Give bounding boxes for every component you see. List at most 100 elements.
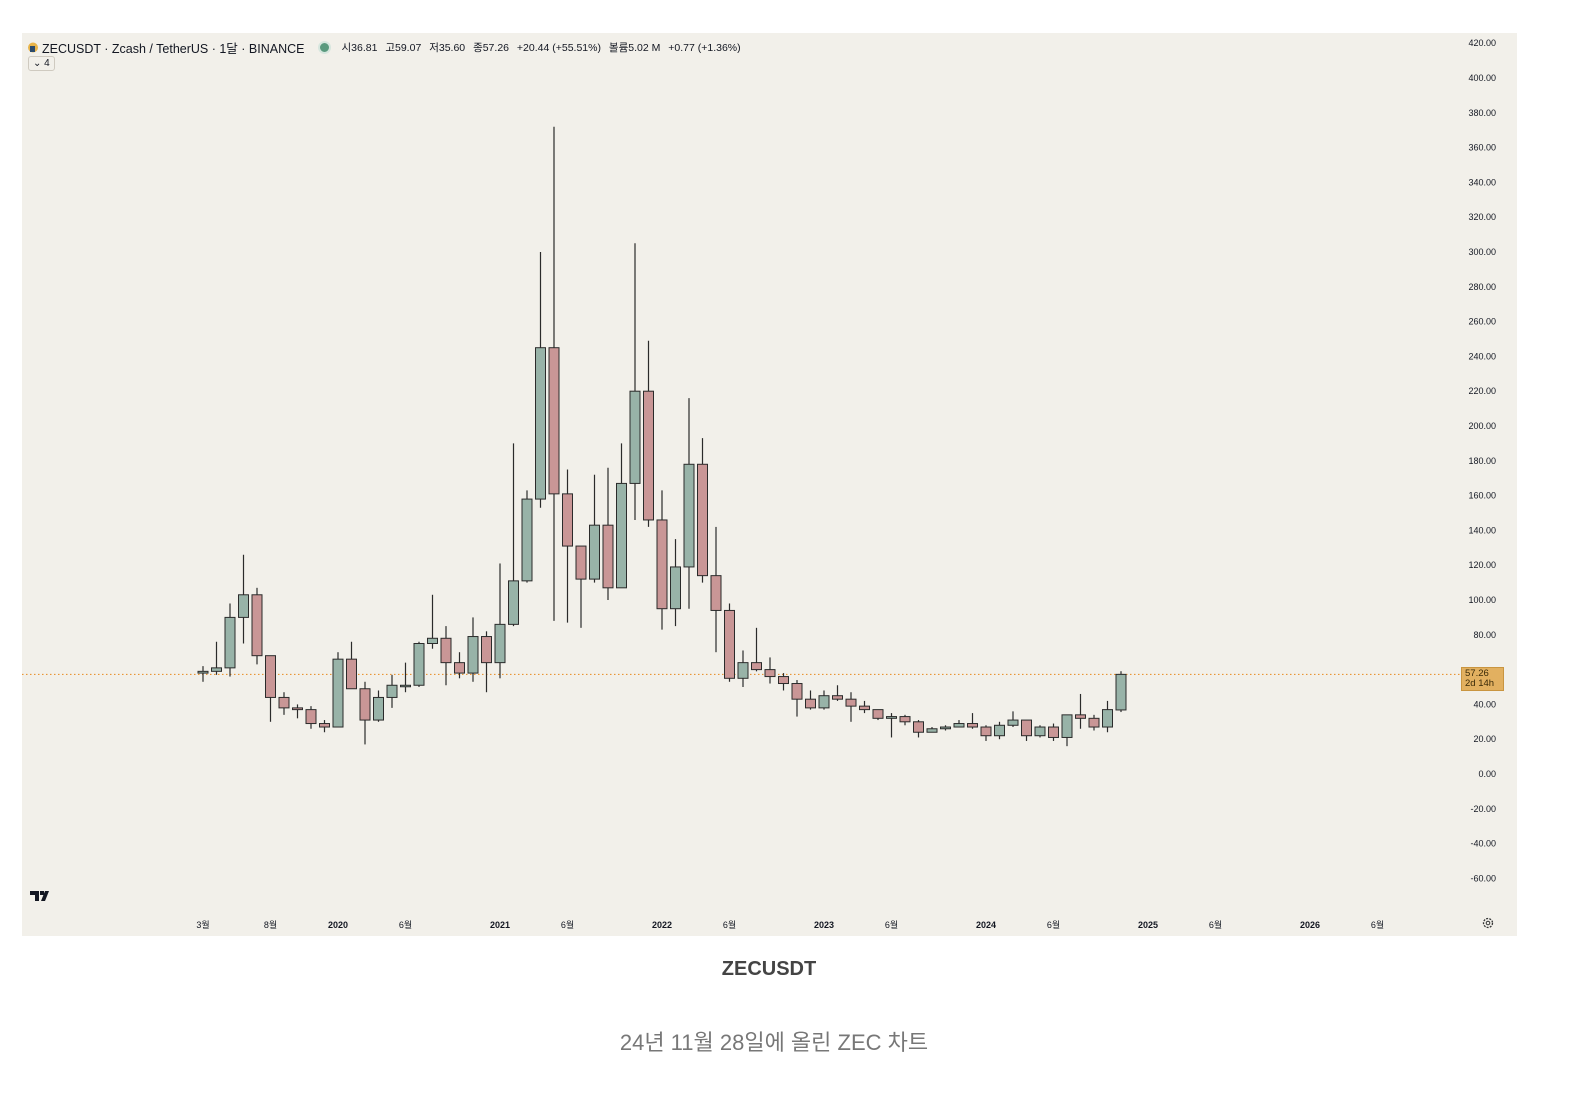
candle-up[interactable] (926, 728, 938, 733)
candle-up[interactable] (535, 347, 546, 500)
candle-down[interactable] (805, 698, 816, 709)
candle-up[interactable] (494, 623, 506, 664)
candle-down[interactable] (1048, 726, 1059, 738)
candle-down[interactable] (440, 637, 452, 664)
candle-down[interactable] (1088, 717, 1100, 728)
candle-up[interactable] (332, 658, 344, 728)
symbol-logo-icon (28, 42, 38, 53)
candle-down[interactable] (305, 709, 317, 725)
y-tick-label: -40.00 (1470, 839, 1496, 849)
settings-gear-icon[interactable] (1482, 917, 1494, 929)
candle-down[interactable] (980, 726, 992, 737)
x-tick-label: 2026 (1300, 920, 1320, 930)
volume-value: 볼륨5.02 M (608, 42, 661, 54)
tradingview-logo[interactable] (30, 889, 54, 907)
candle-up[interactable] (400, 684, 411, 688)
y-tick-label: 300.00 (1468, 247, 1496, 257)
x-tick-label: 2021 (490, 920, 510, 930)
candle-down[interactable] (778, 676, 789, 685)
candle-up[interactable] (467, 636, 479, 674)
y-tick-label: 0.00 (1478, 769, 1496, 779)
y-tick-label: 400.00 (1468, 73, 1496, 83)
candle-up[interactable] (386, 684, 398, 698)
candle-up[interactable] (1061, 714, 1073, 738)
candle-down[interactable] (454, 662, 465, 674)
candle-down[interactable] (643, 390, 654, 521)
candle-down[interactable] (899, 716, 911, 723)
candle-up[interactable] (1034, 726, 1046, 737)
y-tick-label: 320.00 (1468, 212, 1496, 222)
candle-up[interactable] (670, 566, 681, 610)
indicators-toggle-button[interactable]: ⌄ 4 (28, 56, 55, 71)
y-tick-label: 140.00 (1468, 525, 1496, 535)
open-value: 시36.81 (341, 42, 378, 54)
candle-up[interactable] (616, 482, 627, 589)
candle-up[interactable] (994, 724, 1005, 737)
candle-down[interactable] (1075, 714, 1086, 719)
candle-down[interactable] (319, 723, 330, 728)
candle-up[interactable] (373, 696, 384, 721)
y-tick-label: 220.00 (1468, 386, 1496, 396)
candle-up[interactable] (508, 580, 519, 625)
candle-up[interactable] (521, 498, 533, 582)
candle-down[interactable] (832, 695, 843, 700)
candle-down[interactable] (697, 463, 708, 577)
candle-up[interactable] (589, 524, 600, 580)
candle-up[interactable] (427, 637, 438, 645)
candle-down[interactable] (562, 493, 573, 547)
candle-up[interactable] (683, 463, 695, 568)
candle-up[interactable] (953, 723, 965, 728)
candle-down[interactable] (575, 545, 587, 580)
x-tick-label: 6월 (1047, 919, 1060, 930)
candle-down[interactable] (602, 524, 614, 589)
candle-up[interactable] (1102, 709, 1113, 728)
candle-up[interactable] (238, 594, 249, 618)
candle-down[interactable] (872, 709, 884, 719)
candle-up[interactable] (629, 390, 641, 484)
candle-down[interactable] (791, 683, 803, 700)
candle-down[interactable] (724, 609, 735, 679)
candle-down[interactable] (251, 594, 263, 657)
candle-down[interactable] (710, 575, 722, 611)
chart-panel[interactable]: -60.00 -40.00 -20.00 0.00 20.00 40.00 80.00 100… (22, 33, 1517, 936)
x-tick-label: 2020 (328, 920, 348, 930)
candle-down[interactable] (859, 705, 870, 711)
y-tick-label: 240.00 (1468, 351, 1496, 361)
candle-down[interactable] (845, 698, 857, 707)
symbol-title[interactable]: ZECUSDT · Zcash / TetherUS · 1달 · BINANC… (42, 42, 305, 56)
candle-up[interactable] (197, 670, 209, 674)
candle-down[interactable] (292, 707, 303, 711)
candle-up[interactable] (1007, 719, 1019, 726)
candle-down[interactable] (1021, 719, 1032, 737)
x-tick-label: 2022 (652, 920, 672, 930)
candle-down[interactable] (278, 696, 290, 709)
candle-down[interactable] (913, 721, 924, 733)
y-tick-label: 260.00 (1468, 317, 1496, 327)
low-value: 저35.60 (429, 42, 466, 54)
candle-up[interactable] (940, 726, 951, 730)
candle-up[interactable] (413, 643, 425, 686)
candle-countdown: 2d 14h (1465, 678, 1495, 689)
candle-down[interactable] (265, 655, 276, 698)
candle-down[interactable] (764, 669, 776, 678)
y-tick-label: 40.00 (1473, 699, 1496, 709)
candle-down[interactable] (481, 636, 492, 664)
candle-up[interactable] (886, 716, 897, 719)
candle-up[interactable] (737, 662, 749, 679)
close-value: 종57.26 (473, 42, 509, 54)
x-tick-label: 3월 (196, 919, 209, 930)
candle-up[interactable] (1115, 673, 1127, 711)
candle-up[interactable] (211, 667, 222, 672)
candle-down[interactable] (346, 658, 357, 690)
x-tick-label: 6월 (1209, 919, 1222, 930)
candle-up[interactable] (224, 616, 236, 669)
candlestick-chart[interactable]: -60.00 -40.00 -20.00 0.00 20.00 40.00 80.00 100… (22, 33, 1517, 936)
candle-down[interactable] (967, 723, 978, 728)
candle-down[interactable] (656, 519, 668, 610)
volume-change-value: +0.77 (+1.36%) (668, 42, 741, 54)
candle-down[interactable] (751, 662, 762, 671)
candle-up[interactable] (818, 695, 830, 709)
candle-down[interactable] (359, 688, 371, 721)
x-tick-label: 2023 (814, 920, 834, 930)
candle-down[interactable] (548, 347, 560, 495)
